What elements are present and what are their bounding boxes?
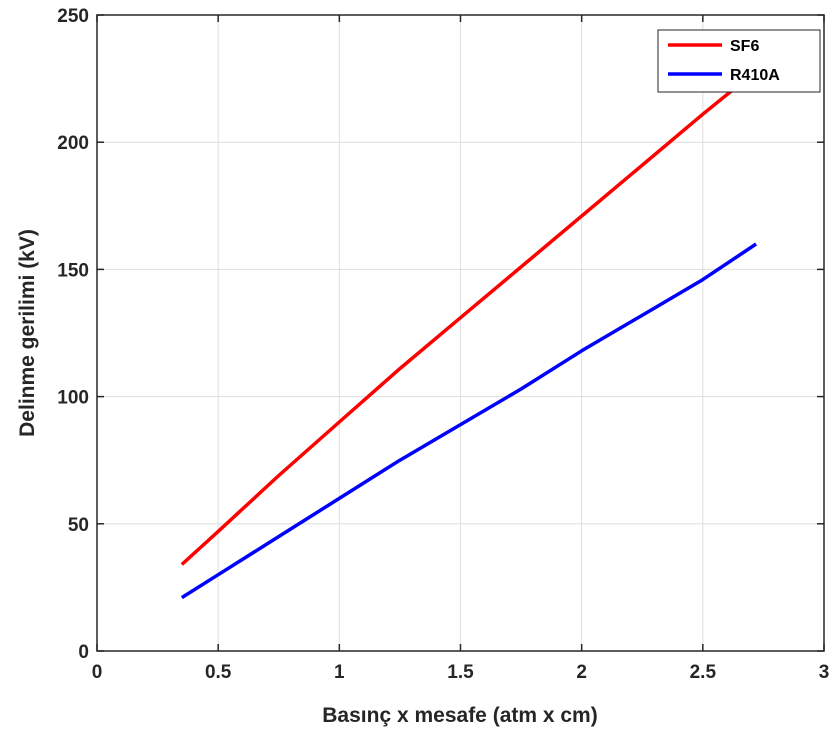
legend-label: R410A xyxy=(730,67,780,84)
series-line-0 xyxy=(180,69,758,566)
legend-box xyxy=(657,29,821,93)
x-tick-label: 2.5 xyxy=(690,662,717,683)
y-tick-label: 100 xyxy=(57,388,89,409)
axis-ticks: 0 0.5 1 1.5 2 2.5 3 0 50 100 150 200 250 xyxy=(57,6,829,683)
x-tick-label: 1 xyxy=(334,662,345,683)
y-tick-label: 250 xyxy=(57,6,89,27)
x-tick-label: 1.5 xyxy=(447,662,474,683)
x-axis-label: Basınç x mesafe (atm x cm) xyxy=(322,704,597,727)
series-lines xyxy=(180,69,758,600)
y-axis-label: Delinme gerilimi (kV) xyxy=(16,229,39,437)
x-tick-label: 0 xyxy=(92,662,103,683)
x-tick-label: 2 xyxy=(576,662,587,683)
y-tick-label: 150 xyxy=(57,260,89,281)
legend-label: SF6 xyxy=(730,38,759,55)
x-tick-label: 3 xyxy=(819,662,830,683)
y-tick-label: 200 xyxy=(57,133,89,154)
y-tick-label: 50 xyxy=(68,515,89,536)
y-tick-label: 0 xyxy=(78,642,89,663)
series-line-1 xyxy=(180,242,758,600)
x-tick-label: 0.5 xyxy=(205,662,232,683)
legend: SF6 R410A xyxy=(657,29,821,93)
